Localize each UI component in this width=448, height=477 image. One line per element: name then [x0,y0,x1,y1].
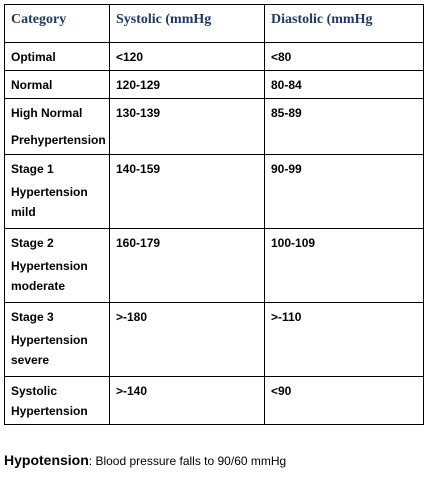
systolic-cell: 120-129 [109,70,265,99]
systolic-cell: >-180 [109,302,265,377]
diastolic-cell: <90 [264,376,424,425]
hypotension-text: : Blood pressure falls to 90/60 mmHg [88,454,287,468]
category-line: Hypertension [11,185,88,199]
category-cell: Stage 3 Hypertension severe [4,302,110,377]
category-cell: Stage 2 Hypertension moderate [4,228,110,303]
category-line: Hypertension [11,259,88,273]
header-category: Category [4,4,110,43]
table-row: Normal 120-129 80-84 [4,70,424,99]
diastolic-cell: 85-89 [264,98,424,155]
header-systolic: Systolic (mmHg [109,4,265,43]
systolic-cell: 130-139 [109,98,265,155]
category-cell: Optimal [4,42,110,71]
table-row: Stage 2 Hypertension moderate 160-179 10… [4,228,424,303]
category-line: Stage 2 [11,236,54,250]
table-row: Systolic Hypertension >-140 <90 [4,376,424,425]
category-line: Prehypertension [11,133,106,147]
systolic-cell: >-140 [109,376,265,425]
category-line: mild [11,205,36,219]
diastolic-cell: <80 [264,42,424,71]
category-cell: High Normal Prehypertension [4,98,110,155]
category-line: Normal [11,78,53,92]
table-row: Optimal <120 <80 [4,42,424,71]
category-line: Optimal [11,50,56,64]
category-line: Hypertension [11,404,88,418]
category-cell: Systolic Hypertension [4,376,110,425]
systolic-cell: <120 [109,42,265,71]
category-line: Stage 3 [11,310,54,324]
category-line: severe [11,353,50,367]
category-line: Stage 1 [11,162,54,176]
category-line: moderate [11,279,66,293]
systolic-cell: 140-159 [109,154,265,229]
systolic-cell: 160-179 [109,228,265,303]
category-line: High Normal [11,106,83,120]
category-cell: Stage 1 Hypertension mild [4,154,110,229]
hypotension-note: Hypotension: Blood pressure falls to 90/… [4,452,286,468]
table-header-row: Category Systolic (mmHg Diastolic (mmHg [4,4,424,43]
table-row: Stage 1 Hypertension mild 140-159 90-99 [4,154,424,229]
category-line: Hypertension [11,333,88,347]
table-row: Stage 3 Hypertension severe >-180 >-110 [4,302,424,377]
table-row: High Normal Prehypertension 130-139 85-8… [4,98,424,155]
bp-classification-table: Category Systolic (mmHg Diastolic (mmHg … [4,4,424,425]
diastolic-cell: 90-99 [264,154,424,229]
category-line: Systolic [11,384,58,398]
category-cell: Normal [4,70,110,99]
diastolic-cell: >-110 [264,302,424,377]
header-diastolic: Diastolic (mmHg [264,4,424,43]
diastolic-cell: 80-84 [264,70,424,99]
hypotension-term: Hypotension [4,452,89,468]
diastolic-cell: 100-109 [264,228,424,303]
